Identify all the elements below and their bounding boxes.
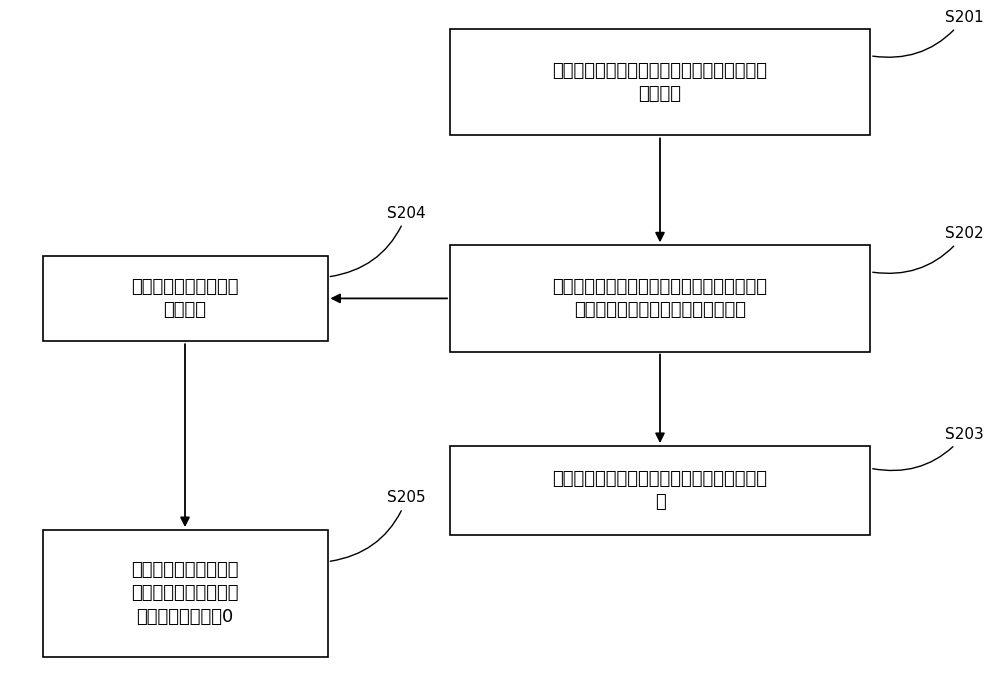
Bar bbox=[43, 530, 328, 657]
Text: S201: S201 bbox=[873, 10, 984, 57]
Bar bbox=[43, 256, 328, 342]
Text: S203: S203 bbox=[873, 427, 984, 471]
Text: 根据多个分库的故障信
息，将发生故障的分库
的落单权重设置为0: 根据多个分库的故障信 息，将发生故障的分库 的落单权重设置为0 bbox=[131, 560, 239, 626]
Text: 获取多个分库的硬件配置信息，投入使用时间
和订单量: 获取多个分库的硬件配置信息，投入使用时间 和订单量 bbox=[552, 62, 768, 103]
Bar bbox=[450, 446, 870, 535]
Bar bbox=[450, 246, 870, 352]
Text: 根据每个分库的落单权重，向多个分库分配订
单: 根据每个分库的落单权重，向多个分库分配订 单 bbox=[552, 470, 768, 511]
Text: S202: S202 bbox=[873, 226, 984, 273]
Bar bbox=[450, 29, 870, 136]
Text: 实时地获取多个分库的
故障信息: 实时地获取多个分库的 故障信息 bbox=[131, 278, 239, 319]
Text: S205: S205 bbox=[330, 490, 426, 561]
Text: S204: S204 bbox=[330, 206, 426, 276]
Text: 根据多个分库的硬件配置信息，投入使用时间
和订单量，计算每个分库的落单权重: 根据多个分库的硬件配置信息，投入使用时间 和订单量，计算每个分库的落单权重 bbox=[552, 278, 768, 319]
